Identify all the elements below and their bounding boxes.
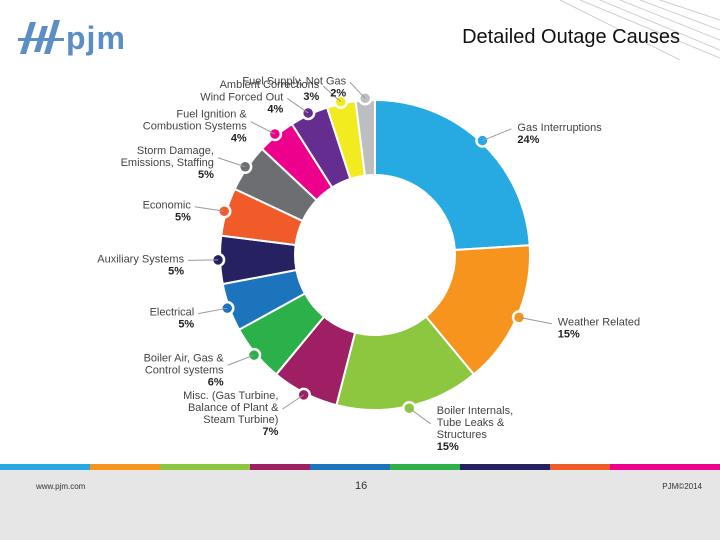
slice-gas-interruptions bbox=[374, 98, 531, 252]
leader-economic bbox=[194, 206, 225, 212]
footer-url[interactable]: www.pjm.com bbox=[36, 482, 86, 491]
leader-boiler-internals-tube-leaks-structures bbox=[408, 407, 432, 425]
leader-misc-gas-turbine-balance-of-plant-steam-turbine bbox=[282, 394, 305, 410]
leader-electrical bbox=[198, 307, 228, 315]
percent-label: 6% bbox=[208, 376, 224, 388]
slide-title: Detailed Outage Causes bbox=[462, 26, 680, 48]
leader-storm-damage-emissions-staffing bbox=[217, 157, 246, 168]
leader-gas-interruptions bbox=[482, 128, 512, 142]
percent-label: 5% bbox=[168, 265, 184, 277]
page-number: 16 bbox=[355, 480, 368, 492]
percent-label: 15% bbox=[437, 441, 459, 453]
label-text: Storm Damage, bbox=[137, 145, 214, 157]
label-text: Structures bbox=[437, 429, 488, 441]
label-text: Boiler Internals, bbox=[437, 405, 513, 417]
leader-fuel-ignition-combustion-systems bbox=[250, 121, 276, 135]
label-text: Auxiliary Systems bbox=[97, 253, 184, 265]
percent-label: 5% bbox=[175, 212, 191, 224]
footer-color-band bbox=[0, 464, 720, 470]
copyright: PJM©2014 bbox=[662, 482, 702, 491]
label-text: Fuel Ignition & bbox=[176, 109, 247, 121]
footer: www.pjm.com 16 PJM©2014 bbox=[0, 470, 720, 540]
label-text: Wind Forced Out bbox=[200, 91, 283, 103]
percent-label: 5% bbox=[198, 169, 214, 181]
logo-text: pjm bbox=[66, 20, 126, 56]
label-text: Misc. (Gas Turbine, bbox=[183, 390, 278, 402]
label-text: Gas Interruptions bbox=[517, 122, 602, 134]
percent-label: 2% bbox=[330, 87, 346, 99]
label-boiler-internals-tube-leaks-structures: Boiler Internals,Tube Leaks &Structures1… bbox=[437, 405, 513, 453]
percent-label: 7% bbox=[263, 426, 279, 438]
label-text: Balance of Plant & bbox=[188, 402, 279, 414]
label-text: Steam Turbine) bbox=[203, 414, 278, 426]
percent-label: 3% bbox=[303, 91, 319, 103]
pjm-logo-icon bbox=[18, 20, 64, 54]
label-text: Control systems bbox=[145, 364, 224, 376]
corner-decoration bbox=[559, 0, 720, 60]
leader-auxiliary-systems bbox=[188, 259, 219, 261]
percent-label: 4% bbox=[267, 103, 283, 115]
label-text: Boiler Air, Gas & bbox=[144, 352, 225, 364]
leader-boiler-air-gas-control-systems bbox=[227, 354, 255, 366]
percent-label: 5% bbox=[178, 319, 194, 331]
label-text: Electrical bbox=[150, 307, 195, 319]
label-text: Combustion Systems bbox=[143, 121, 247, 133]
leader-ambient-corrections bbox=[322, 85, 342, 103]
label-text: Weather Related bbox=[558, 317, 640, 329]
leader-weather-related bbox=[518, 316, 552, 325]
label-text: Fuel Supply, Not Gas bbox=[242, 75, 346, 87]
label-text: Ambient Corrections bbox=[220, 79, 320, 91]
percent-label: 24% bbox=[517, 134, 539, 146]
leader-wind-forced-out bbox=[287, 98, 309, 114]
percent-label: 15% bbox=[558, 329, 580, 341]
percent-label: 4% bbox=[231, 133, 247, 145]
label-text: Economic bbox=[143, 200, 192, 212]
label-misc-gas-turbine-balance-of-plant-steam-turbine: Misc. (Gas Turbine,Balance of Plant &Ste… bbox=[183, 390, 279, 438]
label-text: Emissions, Staffing bbox=[121, 157, 214, 169]
leader-fuel-supply-not-gas bbox=[349, 81, 366, 99]
label-text: Tube Leaks & bbox=[437, 417, 505, 429]
